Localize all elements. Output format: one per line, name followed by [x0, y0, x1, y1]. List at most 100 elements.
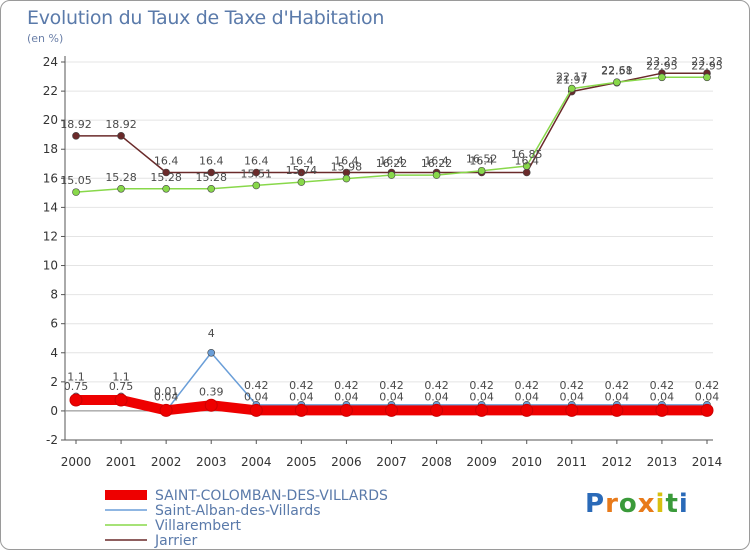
y-tick-label: 8 — [50, 288, 58, 302]
data-label-villarembert: 16.85 — [511, 148, 543, 161]
data-label-saint-alban-des-villards: 0.42 — [605, 379, 630, 392]
data-label-saint-colomban-des-villards: 0.04 — [605, 390, 630, 403]
data-point-saint-colomban-des-villards — [565, 403, 579, 417]
data-point-villarembert — [522, 162, 531, 170]
x-tick-label: 2004 — [241, 455, 272, 469]
data-label-saint-colomban-des-villards: 0.04 — [379, 390, 404, 403]
x-tick-label: 2014 — [692, 455, 723, 469]
y-tick-label: 22 — [43, 84, 58, 98]
data-point-villarembert — [162, 184, 170, 193]
x-tick-label: 2010 — [511, 455, 542, 469]
x-tick-label: 2001 — [106, 455, 137, 469]
data-label-villarembert: 22.95 — [646, 59, 678, 72]
data-label-saint-alban-des-villards: 0.42 — [560, 379, 585, 392]
y-tick-label: 20 — [43, 113, 58, 127]
data-point-villarembert — [567, 84, 576, 93]
data-label-saint-colomban-des-villards: 0.75 — [64, 380, 89, 393]
data-point-saint-colomban-des-villards — [430, 403, 444, 417]
data-label-saint-alban-des-villards: 4 — [208, 327, 215, 340]
data-point-villarembert — [477, 166, 486, 175]
y-tick-label: 10 — [43, 259, 58, 273]
data-label-jarrier: 16.4 — [154, 154, 179, 167]
data-point-villarembert — [658, 73, 666, 82]
data-label-saint-colomban-des-villards: 0.04 — [334, 390, 359, 403]
data-label-villarembert: 22.61 — [601, 64, 633, 77]
data-point-saint-colomban-des-villards — [69, 393, 83, 407]
data-label-villarembert: 22.17 — [556, 71, 588, 84]
y-tick-label: 6 — [50, 317, 58, 331]
data-label-villarembert: 15.28 — [195, 171, 227, 184]
data-point-saint-colomban-des-villards — [520, 403, 534, 417]
data-label-saint-colomban-des-villards: 0.04 — [154, 390, 179, 403]
data-point-saint-colomban-des-villards — [294, 403, 308, 417]
data-label-jarrier: 23.23 — [691, 55, 723, 68]
data-point-villarembert — [342, 174, 351, 183]
logo-letter: i — [678, 489, 689, 519]
data-label-jarrier: 16.4 — [199, 154, 224, 167]
data-label-saint-alban-des-villards: 0.42 — [424, 379, 449, 392]
data-label-jarrier: 16.4 — [379, 154, 404, 167]
data-label-jarrier: 16.4 — [424, 154, 449, 167]
data-point-saint-colomban-des-villards — [249, 403, 263, 417]
data-point-villarembert — [432, 171, 441, 179]
data-label-jarrier: 16.4 — [514, 154, 539, 167]
x-tick-label: 2012 — [602, 455, 633, 469]
data-label-jarrier: 16.4 — [244, 154, 269, 167]
data-point-saint-colomban-des-villards — [610, 403, 624, 417]
data-label-villarembert: 15.74 — [286, 164, 318, 177]
data-label-saint-alban-des-villards: 0.42 — [379, 379, 404, 392]
data-label-jarrier: 22.58 — [601, 65, 633, 78]
data-label-jarrier: 23.23 — [646, 55, 678, 68]
y-tick-label: -2 — [46, 433, 58, 447]
data-label-villarembert: 22.95 — [691, 59, 723, 72]
data-point-saint-colomban-des-villards — [339, 403, 353, 417]
data-label-jarrier: 18.92 — [60, 118, 92, 131]
x-tick-label: 2005 — [286, 455, 317, 469]
data-point-jarrier — [252, 168, 261, 177]
data-label-saint-colomban-des-villards: 0.04 — [560, 390, 585, 403]
y-tick-label: 18 — [43, 142, 58, 156]
data-label-villarembert: 15.98 — [331, 161, 363, 174]
data-label-saint-alban-des-villards: 0.42 — [469, 379, 494, 392]
x-tick-label: 2013 — [647, 455, 678, 469]
data-label-saint-alban-des-villards: 0.01 — [154, 385, 179, 398]
data-label-saint-alban-des-villards: 1.1 — [67, 370, 85, 383]
data-label-saint-colomban-des-villards: 0.04 — [695, 390, 720, 403]
chart-unit-label: (en %) — [27, 32, 64, 45]
y-tick-label: 4 — [50, 346, 58, 360]
legend-label: Jarrier — [154, 533, 197, 549]
data-label-saint-alban-des-villards: 0.42 — [289, 379, 314, 392]
data-label-saint-alban-des-villards: 0.42 — [514, 379, 539, 392]
data-label-villarembert: 15.05 — [60, 174, 92, 187]
data-label-saint-colomban-des-villards: 0.04 — [244, 390, 269, 403]
data-label-jarrier: 21.97 — [556, 74, 588, 87]
y-tick-label: 16 — [43, 171, 58, 185]
data-label-villarembert: 16.22 — [376, 157, 408, 170]
data-label-saint-colomban-des-villards: 0.04 — [514, 390, 539, 403]
x-tick-label: 2003 — [196, 455, 227, 469]
legend-label: SAINT-COLOMBAN-DES-VILLARDS — [155, 488, 388, 504]
logo-letter: o — [618, 489, 638, 519]
x-tick-label: 2002 — [151, 455, 182, 469]
y-tick-label: 24 — [43, 55, 58, 69]
data-label-jarrier: 16.4 — [469, 154, 494, 167]
x-tick-label: 2006 — [331, 455, 362, 469]
data-point-jarrier — [297, 168, 306, 177]
data-point-villarembert — [387, 171, 396, 179]
legend-label: Villarembert — [155, 518, 241, 534]
logo-letter: i — [655, 489, 666, 519]
data-label-saint-colomban-des-villards: 0.04 — [424, 390, 449, 403]
data-point-jarrier — [162, 168, 170, 177]
data-label-saint-colomban-des-villards: 0.39 — [199, 385, 224, 398]
data-point-saint-colomban-des-villards — [700, 403, 714, 417]
y-tick-label: 12 — [43, 229, 58, 243]
data-point-saint-colomban-des-villards — [655, 403, 669, 417]
data-label-villarembert: 15.28 — [105, 171, 137, 184]
data-label-villarembert: 15.51 — [241, 167, 273, 180]
data-label-saint-alban-des-villards: 1.1 — [112, 370, 130, 383]
data-point-jarrier — [522, 168, 531, 177]
data-label-saint-colomban-des-villards: 0.75 — [109, 380, 134, 393]
proxiti-logo: Proxiti — [585, 489, 689, 519]
